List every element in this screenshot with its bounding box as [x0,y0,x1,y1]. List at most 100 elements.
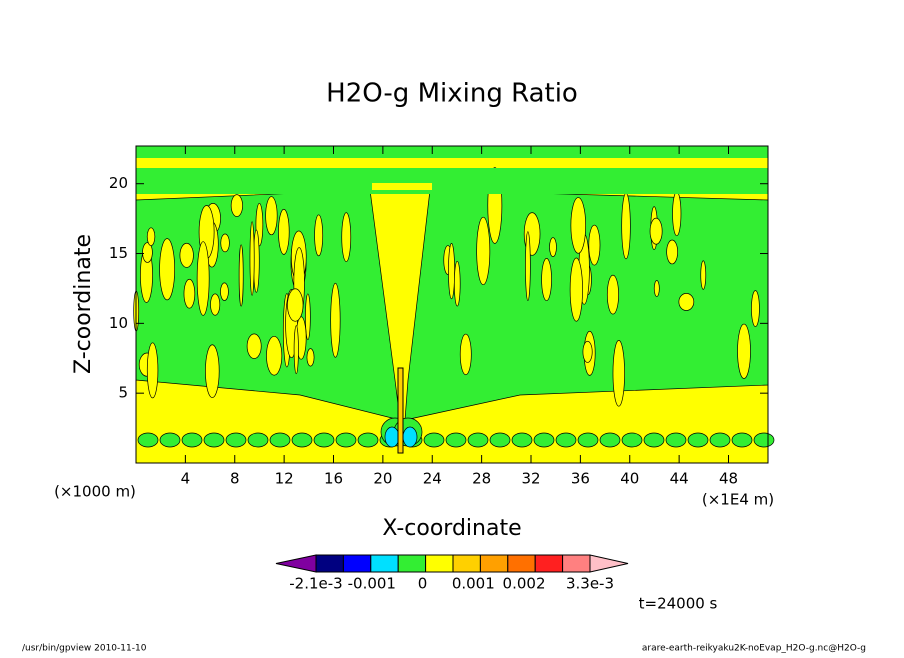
field-hole [306,348,315,367]
contour-blob [511,432,533,448]
contour-blob [404,189,769,421]
contour-blob [445,432,467,448]
colorbar-label: -2.1e-3 [289,575,342,593]
x-tick-label: 4 [181,470,191,488]
field-hole [737,323,751,379]
contour-blob [665,432,687,448]
x-tick-label: 36 [571,470,590,488]
colorbar-box [534,554,564,573]
colorbar-box [370,554,399,573]
y-tick-label: 20 [109,174,128,192]
colorbar-label: 0.002 [503,575,546,593]
field-hole [621,192,631,260]
field-hole [341,212,352,263]
field-hole [525,231,531,301]
contour-blob [203,432,225,448]
contour-field [133,146,775,463]
x-tick-label: 24 [423,470,442,488]
field-hole [549,237,557,258]
colorbar-box [342,554,372,573]
colorbar-extend [589,554,629,573]
x-tick-label: 48 [719,470,738,488]
contour-blob [137,432,159,448]
x-axis-label: X-coordinate [382,516,521,541]
colorbar-box [397,554,427,573]
field-hole [606,274,619,315]
colorbar-box [562,554,591,573]
field-hole [314,214,324,257]
contour-blob [357,432,379,448]
field-hole [459,333,472,376]
contour-blob [467,432,489,448]
y-unit: (×1000 m) [54,483,136,501]
colorbar-label: -0.001 [348,575,396,593]
x-tick-label: 40 [620,470,639,488]
field-hole [238,244,244,307]
contour-blob [402,426,418,448]
field-hole [287,288,304,322]
field-hole [210,293,221,316]
chart-title: H2O-g Mixing Ratio [326,79,578,109]
contour-blob [313,432,335,448]
field-hole [159,238,176,301]
colorbar-box [507,554,536,573]
time-label: t=24000 s [639,595,718,613]
field-hole [220,233,230,253]
y-tick-label: 10 [109,314,128,332]
field-hole [448,243,455,300]
x-tick-label: 20 [373,470,392,488]
contour-blob [621,432,643,448]
field-hole [678,292,695,311]
field-hole [230,194,243,217]
x-tick-label: 28 [472,470,491,488]
contour-band [136,146,768,158]
contour-blob [687,432,709,448]
contour-blob [555,432,577,448]
contour-blob [225,432,247,448]
x-tick-label: 32 [521,470,540,488]
contour-blob [384,426,400,448]
field-hole [146,227,156,246]
plot-frame [135,145,769,464]
contour-blob [247,432,269,448]
x-tick-label: 16 [324,470,343,488]
field-hole [541,257,552,302]
field-hole [305,293,311,341]
colorbar-box [479,554,509,573]
field-hole [570,197,587,254]
contour-blob [335,432,357,448]
contour-band [136,168,768,194]
field-hole [672,191,682,237]
contour-blob [489,432,511,448]
contour-blob [599,432,621,448]
colorbar-box [425,554,454,573]
field-hole [649,217,663,245]
field-hole [666,239,679,265]
y-axis-label: Z-coordinate [71,234,96,374]
field-hole [653,280,660,297]
contour-blob [181,432,203,448]
field-hole [293,325,299,375]
field-hole [582,340,593,363]
field-hole [266,335,283,376]
contour-blob [533,432,555,448]
colorbar-label: 3.3e-3 [566,575,614,593]
field-hole [183,278,196,309]
field-hole [612,340,625,407]
field-hole [453,260,461,307]
field-hole [220,282,229,301]
colorbar-extend [275,554,317,573]
contour-core [397,367,404,454]
field-hole [146,342,159,399]
field-hole [278,208,290,255]
field-hole [569,257,583,322]
contour-blob [709,432,731,448]
field-hole [205,344,220,398]
field-hole [588,224,601,266]
contour-band [372,183,432,190]
footer-right: arare-earth-reikyaku2K-noEvap_H2O-g.nc@H… [642,644,866,654]
contour-blob [423,432,445,448]
field-hole [249,221,255,296]
colorbar-box [452,554,481,573]
